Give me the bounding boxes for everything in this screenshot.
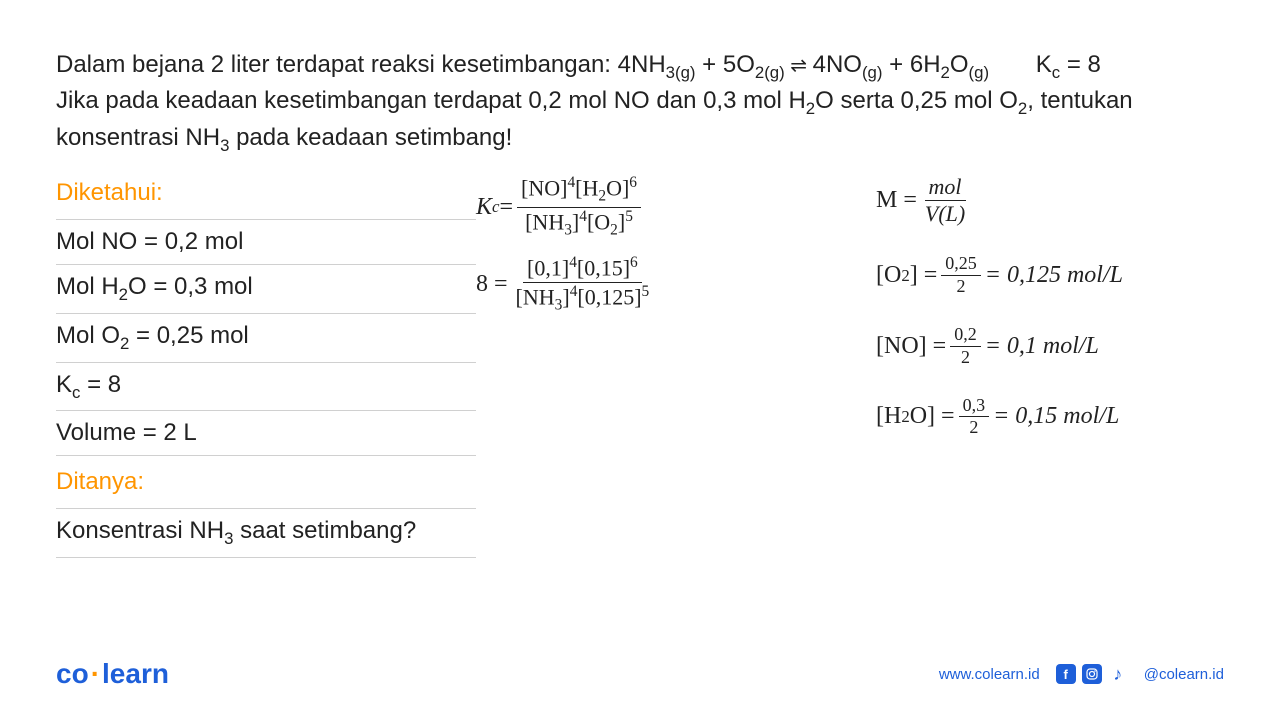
reaction-plus2: + [882,51,909,78]
kc-formula: Kc = [NO]4[H2O]6 [NH3]4[O2]5 [476,167,876,247]
footer-right: www.colearn.id f ♪ @colearn.id [939,664,1224,684]
reaction-arrow: ⇌ [785,55,813,77]
h2o-concentration: [H2O] = 0,3 2 = 0,15 mol/L [876,388,1224,447]
problem-line1-prefix: Dalam bejana 2 liter terdapat reaksi kes… [56,51,618,78]
colearn-logo: co·learn [56,658,169,690]
kc-value: = 8 [1060,51,1101,78]
known-data-column: Diketahui: Mol NO = 0,2 mol Mol H2O = 0,… [56,167,476,558]
instagram-icon[interactable] [1082,664,1102,684]
question-row: Konsentrasi NH3 saat setimbang? [56,509,476,558]
mol-h2o-row: Mol H2O = 0,3 mol [56,265,476,314]
problem-line2c: , tentukan [1027,87,1132,114]
equation-column: Kc = [NO]4[H2O]6 [NH3]4[O2]5 8 = [0,1]4[… [476,167,876,558]
kc-sub: c [1052,63,1060,82]
o2-concentration: [O2] = 0,25 2 = 0,125 mol/L [876,246,1224,305]
molarity-formula: M = mol V(L) [876,167,1224,234]
volume-row: Volume = 2 L [56,411,476,456]
reaction-lhs2-sub: 2(g) [755,63,785,82]
ditanya-label: Ditanya: [56,462,476,502]
social-icons: f ♪ [1056,664,1128,684]
mol-no-row: Mol NO = 0,2 mol [56,220,476,265]
reaction-plus1: + [696,51,723,78]
kc-row: Kc = 8 [56,363,476,412]
diketahui-label: Diketahui: [56,173,476,213]
concentration-column: M = mol V(L) [O2] = 0,25 2 = 0,125 mol/L… [876,167,1224,558]
problem-statement: Dalam bejana 2 liter terdapat reaksi kes… [56,48,1224,157]
logo-dot: · [91,658,100,689]
facebook-icon[interactable]: f [1056,664,1076,684]
footer: co·learn www.colearn.id f ♪ @colearn.id [0,658,1280,690]
problem-line2a: Jika pada keadaan kesetimbangan terdapat… [56,87,806,114]
reaction-lhs1: 4NH [618,51,666,78]
no-concentration: [NO] = 0,2 2 = 0,1 mol/L [876,317,1224,376]
reaction-rhs1: 4NO [813,51,862,78]
kc-label: K [1036,51,1052,78]
website-link[interactable]: www.colearn.id [939,666,1040,683]
reaction-lhs2: 5O [723,51,755,78]
kc-substituted: 8 = [0,1]4[0,15]6 [NH3]4[0,125]5 [476,247,876,322]
tiktok-icon[interactable]: ♪ [1108,664,1128,684]
mol-o2-row: Mol O2 = 0,25 mol [56,314,476,363]
logo-co: co [56,658,89,689]
logo-learn: learn [102,658,169,689]
reaction-rhs2b: O [950,51,969,78]
problem-line2b: O serta 0,25 mol O [815,87,1018,114]
social-handle: @colearn.id [1144,666,1224,683]
reaction-rhs2-sub: 2 [941,63,950,82]
reaction-lhs1-sub: 3(g) [666,63,696,82]
problem-line3a: konsentrasi NH [56,124,220,151]
reaction-rhs2: 6H [910,51,941,78]
reaction-rhs1-sub: (g) [862,63,883,82]
problem-line3b: pada keadaan setimbang! [229,124,512,151]
reaction-rhs2b-sub: (g) [969,63,990,82]
